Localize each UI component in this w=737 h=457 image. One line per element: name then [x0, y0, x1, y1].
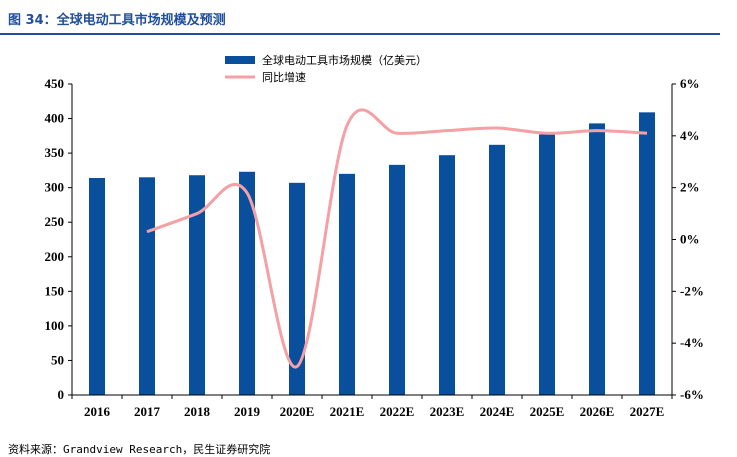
bar — [389, 164, 405, 395]
left-axis-ticks: 0 50 100 150 200 250 300 350 400 450 — [45, 76, 72, 402]
left-tick-label: 400 — [45, 111, 65, 126]
x-tick-label: 2018 — [184, 404, 211, 419]
x-tick-label: 2025E — [530, 404, 565, 419]
legend-bar-label: 全球电动工具市场规模（亿美元） — [262, 53, 427, 67]
bar — [89, 177, 105, 395]
x-tick-label: 2022E — [380, 404, 415, 419]
bar — [189, 175, 205, 395]
x-axis-labels: 2016 2017 2018 2019 2020E 2021E 2022E 2023E 2024… — [71, 395, 673, 419]
bar — [489, 144, 505, 395]
right-tick-label: -2% — [680, 283, 704, 298]
x-tick-label: 2021E — [330, 404, 365, 419]
legend-line-label: 同比增速 — [262, 70, 306, 84]
left-tick-label: 350 — [45, 145, 65, 160]
growth-line-layer — [146, 108, 648, 369]
left-tick-label: 300 — [45, 180, 65, 195]
x-tick-label: 2017 — [134, 404, 161, 419]
legend: 全球电动工具市场规模（亿美元） 同比增速 — [225, 53, 427, 84]
left-tick-label: 200 — [45, 249, 65, 264]
left-tick-label: 100 — [45, 318, 65, 333]
x-tick-label: 2020E — [280, 404, 315, 419]
bars — [89, 112, 655, 395]
right-axis-ticks: -6% -4% -2% 0% 2% 4% 6% — [672, 76, 704, 402]
figure-title: 图 34：全球电动工具市场规模及预测 — [8, 13, 226, 28]
x-tick-label: 2027E — [630, 404, 665, 419]
bar — [439, 155, 455, 395]
bar — [589, 123, 605, 395]
right-tick-label: 2% — [680, 180, 700, 195]
right-tick-label: -4% — [680, 335, 704, 350]
right-tick-label: 0% — [680, 232, 700, 247]
bar — [139, 177, 155, 395]
left-tick-label: 50 — [51, 352, 64, 367]
left-tick-label: 0 — [58, 387, 65, 402]
x-tick-label: 2019 — [234, 404, 261, 419]
title-rule — [0, 33, 720, 35]
right-tick-label: 4% — [680, 128, 700, 143]
x-tick-label: 2026E — [580, 404, 615, 419]
bar — [289, 182, 305, 395]
left-tick-label: 250 — [45, 214, 65, 229]
bar — [639, 112, 655, 395]
source-note: 资料来源：Grandview Research，民生证券研究院 — [8, 443, 271, 456]
bar — [339, 173, 355, 395]
right-tick-label: -6% — [680, 387, 704, 402]
left-tick-label: 450 — [45, 76, 65, 91]
bar — [539, 134, 555, 395]
right-tick-label: 6% — [680, 76, 700, 91]
legend-bar-swatch — [225, 56, 255, 64]
bar — [239, 171, 255, 395]
growth-line — [146, 108, 648, 369]
x-tick-label: 2023E — [430, 404, 465, 419]
left-tick-label: 150 — [45, 283, 65, 298]
x-tick-label: 2024E — [480, 404, 515, 419]
x-tick-label: 2016 — [84, 404, 111, 419]
